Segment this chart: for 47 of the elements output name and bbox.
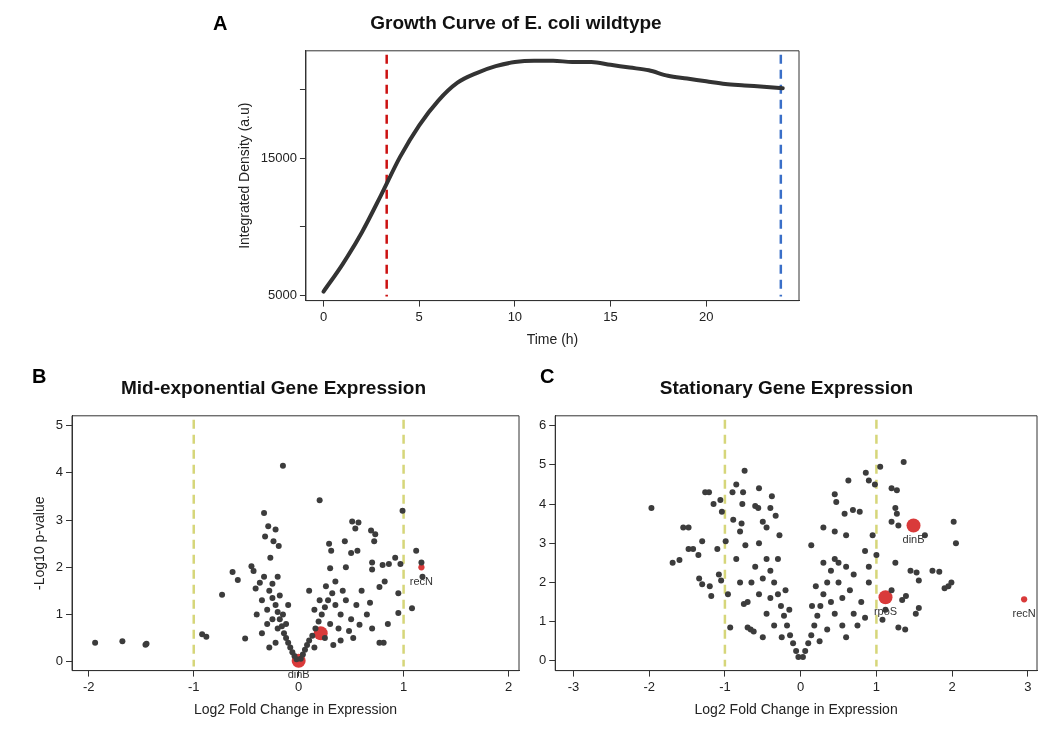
- y-tick-label: 5000: [268, 287, 297, 303]
- x-tick-label: -3: [567, 678, 580, 694]
- chart-title: Stationary Gene Expression: [659, 376, 914, 398]
- x-tick-label: -2: [643, 678, 655, 694]
- x-axis-title: Log2 Fold Change in Expression: [694, 701, 898, 718]
- y-tick-label: 4: [55, 464, 64, 480]
- annotation: rpoS: [873, 604, 898, 617]
- y-tick-label: 15000: [260, 149, 297, 165]
- text: B: [32, 365, 47, 388]
- x-tick-label: 2: [948, 678, 956, 694]
- y-tick-label: 1: [539, 613, 547, 629]
- y-tick-label: 6: [539, 417, 547, 433]
- y-tick-label: 5: [55, 417, 64, 433]
- chart-title: Mid-exponential Gene Expression: [120, 376, 427, 398]
- y-tick-label: 5: [539, 456, 547, 472]
- x-tick-label: 10: [507, 308, 523, 324]
- x-tick-label: -1: [719, 678, 731, 694]
- annotation: recN: [409, 574, 434, 587]
- y-tick-label: 3: [55, 511, 64, 527]
- x-tick-label: -2: [83, 678, 95, 694]
- x-axis-title: Log2 Fold Change in Expression: [193, 701, 398, 718]
- x-tick-label: 20: [698, 308, 714, 324]
- y-tick-label: 3: [539, 534, 547, 550]
- x-tick-label: 2: [504, 678, 513, 694]
- y-axis-title: -Log10 p-value: [31, 496, 48, 590]
- annotation: recN: [1012, 606, 1036, 619]
- x-tick-label: 5: [415, 308, 423, 324]
- y-tick-label: 0: [539, 652, 547, 668]
- x-tick-label: 15: [603, 308, 618, 324]
- annotation: dinB: [902, 533, 925, 546]
- line-series: [321, 58, 785, 294]
- text: A: [213, 12, 228, 35]
- x-tick-label: -1: [187, 678, 200, 694]
- y-axis-title: Integrated Density (a.u): [236, 102, 253, 249]
- x-tick-label: 1: [399, 678, 408, 694]
- y-tick-label: 4: [539, 495, 547, 511]
- x-tick-label: 0: [797, 678, 805, 694]
- y-tick-label: 2: [55, 558, 64, 574]
- x-tick-label: 1: [872, 678, 881, 694]
- x-axis-title: Time (h): [526, 331, 579, 348]
- y-tick-label: 2: [539, 573, 547, 589]
- y-tick-label: 1: [55, 606, 64, 622]
- x-tick-label: 3: [1024, 678, 1032, 694]
- x-tick-label: 0: [319, 308, 328, 324]
- text: C: [540, 365, 555, 388]
- y-tick-label: 0: [55, 653, 64, 669]
- chart-title: Growth Curve of E. coli wildtype: [370, 11, 662, 33]
